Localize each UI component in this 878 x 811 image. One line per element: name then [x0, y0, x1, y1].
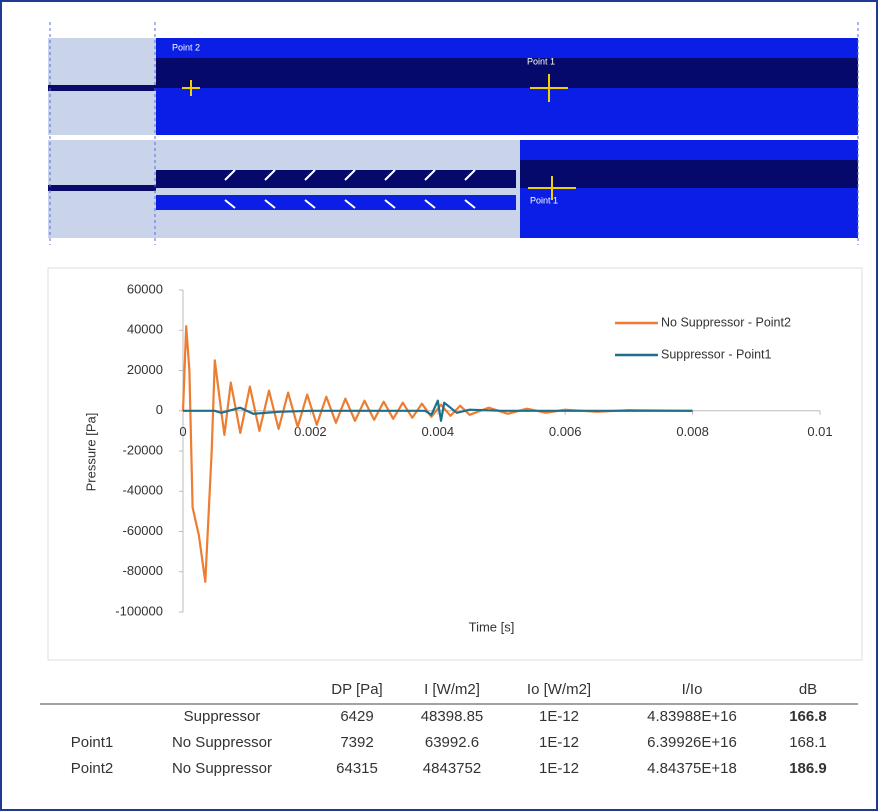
cell: 1E-12 [539, 708, 579, 725]
probe-label: Point 1 [530, 195, 558, 205]
cell: 6.39926E+16 [647, 734, 737, 751]
legend-label: No Suppressor - Point2 [661, 315, 791, 329]
row-label: Point1 [71, 734, 114, 751]
cell: 4843752 [423, 760, 481, 777]
column-header: Io [W/m2] [527, 681, 591, 698]
cell: 1E-12 [539, 760, 579, 777]
suppressor-channel [156, 170, 516, 188]
x-tick-label: 0.01 [807, 424, 832, 439]
cell: 186.9 [789, 760, 827, 777]
cell: 1E-12 [539, 734, 579, 751]
x-tick-label: 0 [179, 424, 186, 439]
probe-label: Point 2 [172, 42, 200, 52]
x-tick-label: 0.004 [422, 424, 455, 439]
y-tick-label: -20000 [123, 442, 163, 457]
row-case: No Suppressor [172, 734, 272, 751]
y-tick-label: 40000 [127, 322, 163, 337]
y-tick-label: 20000 [127, 362, 163, 377]
cell: 168.1 [789, 734, 827, 751]
y-axis-title: Pressure [Pa] [83, 413, 98, 492]
cell: 4.83988E+16 [647, 708, 737, 725]
cell: 6429 [340, 708, 373, 725]
column-header: DP [Pa] [331, 681, 382, 698]
page: Point 2 Point 1 Point 1 -100000 -80000 -60… [0, 0, 878, 811]
y-tick-label: -60000 [123, 523, 163, 538]
band-bottom [520, 160, 858, 188]
cell: 48398.85 [421, 708, 484, 725]
cell: 64315 [336, 760, 378, 777]
row-case: Suppressor [184, 708, 261, 725]
diagram: Point 2 Point 1 Point 1 [48, 22, 858, 245]
barrel-top [48, 85, 156, 91]
column-header: dB [799, 681, 817, 698]
figure: Point 2 Point 1 Point 1 -100000 -80000 -60… [0, 0, 878, 811]
row-label: Point2 [71, 760, 114, 777]
y-tick-label: -100000 [115, 603, 163, 618]
row-case: No Suppressor [172, 760, 272, 777]
cell: 7392 [340, 734, 373, 751]
x-axis-title: Time [s] [469, 619, 515, 634]
legend-label: Suppressor - Point1 [661, 347, 772, 361]
column-header: I/Io [682, 681, 703, 698]
y-tick-label: -40000 [123, 483, 163, 498]
y-tick-label: 0 [156, 402, 163, 417]
x-tick-label: 0.008 [676, 424, 709, 439]
probe-label: Point 1 [527, 56, 555, 66]
cell: 166.8 [789, 708, 827, 725]
x-tick-label: 0.002 [294, 424, 327, 439]
barrel-bottom [48, 185, 156, 191]
y-tick-label: 60000 [127, 281, 163, 296]
x-tick-label: 0.006 [549, 424, 582, 439]
column-header: I [W/m2] [424, 681, 480, 698]
cell: 4.84375E+18 [647, 760, 737, 777]
band-top [156, 58, 858, 88]
suppressor-wall [156, 195, 516, 210]
y-tick-label: -80000 [123, 563, 163, 578]
cell: 63992.6 [425, 734, 479, 751]
